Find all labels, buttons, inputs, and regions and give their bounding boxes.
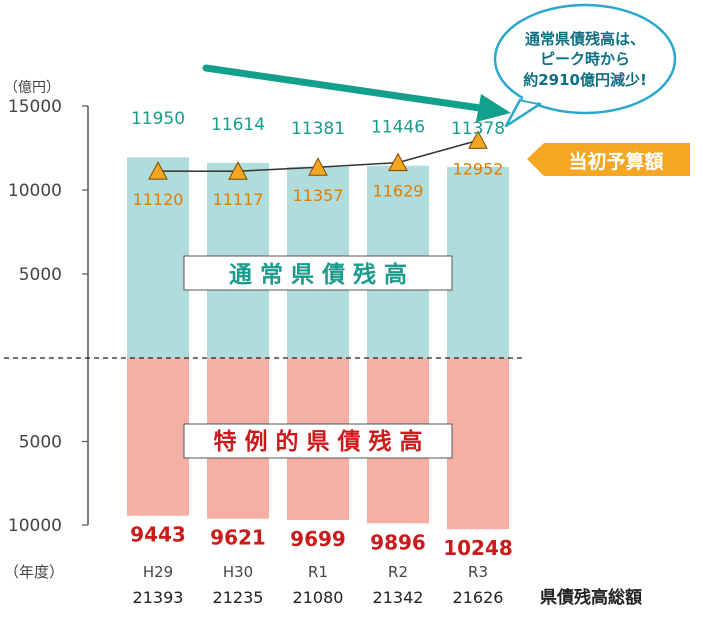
- callout-arrow-head: [476, 94, 511, 122]
- budget-marker: [228, 161, 248, 180]
- y-tick-label: 5000: [19, 433, 62, 453]
- total-value-label: 21080: [293, 588, 344, 607]
- upper-region-label: 通 常 県 債 残 高: [229, 261, 407, 288]
- callout-line-2: ピーク時から: [540, 50, 630, 68]
- lower-value-label: 9896: [370, 530, 426, 554]
- y-axis-unit-label: （億円）: [4, 80, 60, 96]
- budget-value-label: 12952: [453, 159, 504, 178]
- upper-region-label-box: [183, 255, 453, 291]
- category-label: R3: [468, 563, 488, 581]
- upper-value-label: 11378: [451, 119, 505, 139]
- upper-bar: [127, 157, 189, 358]
- lower-region-label: 特 例 的 県 債 残 高: [213, 428, 422, 455]
- lower-value-label: 9699: [290, 527, 346, 551]
- budget-value-label: 11120: [133, 190, 184, 209]
- total-value-label: 21235: [213, 588, 264, 607]
- upper-bar: [447, 166, 509, 358]
- lower-region-label-box: [183, 423, 453, 459]
- budget-value-label: 11117: [213, 190, 264, 209]
- callout-line-3: 約2910億円減少!: [523, 71, 647, 89]
- y-tick-label: 10000: [8, 516, 62, 536]
- y-tick-label: 5000: [19, 265, 62, 285]
- lower-bar: [447, 358, 509, 530]
- callout-bubble: [493, 3, 677, 115]
- callout-bubble-tail: [504, 98, 542, 128]
- y-tick-label: 10000: [8, 181, 62, 201]
- category-label: R1: [308, 563, 328, 581]
- category-label: H30: [223, 563, 253, 581]
- budget-value-label: 11357: [293, 186, 344, 205]
- category-label: H29: [143, 563, 173, 581]
- lower-value-label: 10248: [443, 536, 513, 560]
- lower-bar: [127, 358, 189, 516]
- lower-value-label: 9443: [130, 523, 186, 547]
- total-value-label: 21626: [453, 588, 504, 607]
- x-axis-label: （年度）: [4, 563, 64, 581]
- callout-arrow-line: [202, 64, 484, 112]
- category-label: R2: [388, 563, 408, 581]
- upper-value-label: 11446: [371, 118, 425, 138]
- budget-markers: [148, 130, 488, 180]
- totals-label: 県債残高総額: [540, 587, 642, 608]
- budget-value-label: 11629: [373, 182, 424, 201]
- budget-marker: [148, 161, 168, 180]
- budget-tag-shape: [527, 143, 690, 176]
- callout-line-1: 通常県債残高は、: [525, 30, 645, 48]
- upper-value-label: 11381: [291, 119, 345, 139]
- upper-value-label: 11614: [211, 115, 265, 135]
- total-value-label: 21342: [373, 588, 424, 607]
- lower-value-label: 9621: [210, 526, 266, 550]
- budget-tag-label: 当初予算額: [568, 150, 663, 173]
- budget-marker: [388, 152, 408, 172]
- upper-value-label: 11950: [131, 109, 185, 129]
- total-value-label: 21393: [133, 588, 184, 607]
- budget-marker: [308, 157, 328, 176]
- y-tick-label: 15000: [8, 97, 62, 117]
- budget-marker: [468, 130, 488, 149]
